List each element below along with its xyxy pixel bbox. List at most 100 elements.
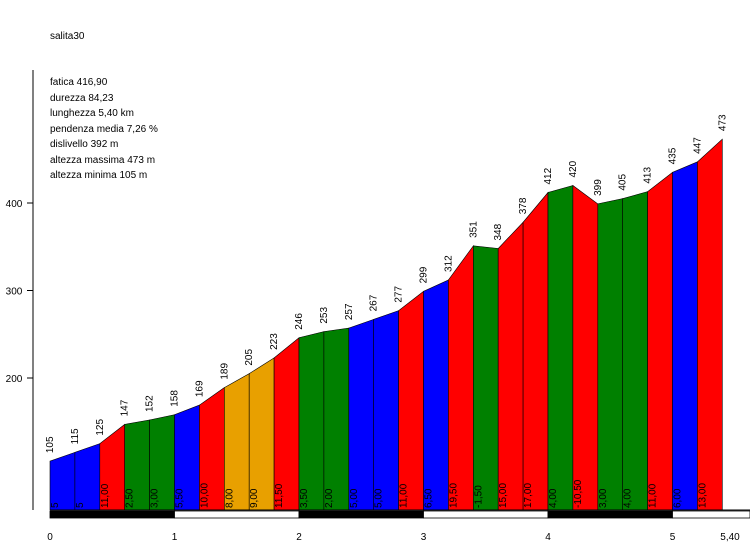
x-tick-label: 1 <box>172 532 178 543</box>
x-tick-label: 3 <box>421 532 427 543</box>
gradient-label: 13,00 <box>697 483 708 508</box>
profile-segment <box>522 191 549 511</box>
elevation-label: 412 <box>543 167 554 184</box>
elevation-label: 147 <box>120 399 131 416</box>
km-bar-block <box>174 510 300 519</box>
gradient-label: 11,00 <box>100 483 111 508</box>
gradient-label: 6,50 <box>424 488 435 508</box>
elevation-label: 152 <box>145 395 156 412</box>
km-bar-block <box>298 510 424 519</box>
km-bar-block <box>672 510 750 519</box>
gradient-label: 15,00 <box>498 483 509 508</box>
km-bar-block <box>547 510 673 519</box>
profile-segment <box>572 184 599 511</box>
stat-durezza: durezza 84,23 <box>50 92 114 104</box>
km-bar-block <box>49 510 175 519</box>
elevation-label: 257 <box>344 303 355 320</box>
profile-segment <box>547 185 574 511</box>
profile-segment <box>373 310 399 511</box>
profile-segment <box>398 290 424 511</box>
elevation-label: 125 <box>95 419 106 436</box>
gradient-label: 4,00 <box>623 488 634 508</box>
elevation-label: 277 <box>394 286 405 303</box>
elevation-label: 413 <box>643 167 654 184</box>
gradient-label: 3,00 <box>598 488 609 508</box>
profile-segment <box>647 171 673 511</box>
x-tick-label: 2 <box>296 532 302 543</box>
elevation-label: 158 <box>170 390 181 407</box>
elevation-label: 351 <box>468 221 479 238</box>
stat-altezza-massima: altezza massima 473 m <box>50 154 156 166</box>
profile-segment <box>323 327 350 511</box>
y-tick-label: 200 <box>6 374 23 385</box>
elevation-label: 253 <box>319 307 330 324</box>
profile-segment <box>423 279 449 511</box>
elevation-label: 420 <box>568 160 579 177</box>
profile-segment <box>49 451 76 511</box>
elevation-label: 299 <box>419 266 430 283</box>
profile-segment <box>448 244 474 511</box>
stat-dislivello: dislivello 392 m <box>50 139 119 150</box>
profile-segment <box>622 191 648 511</box>
elevation-label: 405 <box>618 174 629 191</box>
gradient-label: 5,50 <box>175 488 186 508</box>
profile-segment <box>74 443 101 511</box>
elevation-label: 223 <box>269 333 280 350</box>
elevation-label: 267 <box>369 294 380 311</box>
gradient-label: 11,50 <box>274 483 285 508</box>
gradient-label: 2,00 <box>324 488 335 508</box>
y-tick-label: 300 <box>6 287 23 298</box>
gradient-label: 5,00 <box>374 488 385 508</box>
gradient-label: -10,50 <box>573 479 584 508</box>
km-bar-block <box>423 510 549 519</box>
elevation-label: 473 <box>717 114 728 131</box>
gradient-label: 11,00 <box>399 483 410 508</box>
profile-segment <box>348 318 374 511</box>
stat-fatica: fatica 416,90 <box>50 77 108 88</box>
profile-segment <box>298 331 325 511</box>
gradient-label: 3,50 <box>299 488 310 508</box>
stat-pendenza: pendenza media 7,26 % <box>50 123 158 135</box>
x-tick-label: 5 <box>670 532 676 543</box>
profile-segment <box>597 198 623 511</box>
stat-altezza-minima: altezza minima 105 m <box>50 170 148 181</box>
elevation-label: 312 <box>443 255 454 272</box>
profile-segment <box>473 245 499 511</box>
gradient-label: 3,00 <box>150 488 161 508</box>
gradient-label: 19,50 <box>448 483 459 508</box>
y-tick-label: 400 <box>6 199 23 210</box>
elevation-label: 399 <box>593 179 604 196</box>
gradient-label: 9,00 <box>249 488 260 508</box>
profile-segment <box>248 357 275 511</box>
gradient-label: 8,00 <box>224 488 235 508</box>
gradient-label: 6,00 <box>673 488 684 508</box>
x-tick-label: 5,40 <box>720 532 740 543</box>
stat-lunghezza: lunghezza 5,40 km <box>50 108 134 119</box>
elevation-label: 169 <box>194 380 205 397</box>
elevation-label: 246 <box>294 313 305 330</box>
profile-segment <box>497 221 524 511</box>
profile-segment <box>697 138 723 511</box>
gradient-label: 4,00 <box>548 488 559 508</box>
x-tick-label: 0 <box>47 532 53 543</box>
stats-panel: fatica 416,90 durezza 84,23 lunghezza 5,… <box>50 75 158 184</box>
elevation-label: 447 <box>692 137 703 154</box>
elevation-label: 348 <box>493 223 504 240</box>
elevation-label: 435 <box>668 147 679 164</box>
gradient-label: 5 <box>75 502 86 508</box>
gradient-label: 5 <box>50 502 61 508</box>
gradient-label: 17,00 <box>523 483 534 508</box>
elevation-label: 205 <box>244 349 255 366</box>
gradient-label: 10,00 <box>199 483 210 508</box>
elevation-label: 189 <box>219 363 230 380</box>
x-tick-label: 4 <box>545 532 551 543</box>
elevation-label: 115 <box>70 428 81 444</box>
gradient-label: -1,50 <box>473 485 484 508</box>
gradient-label: 5,00 <box>349 488 360 508</box>
gradient-label: 11,00 <box>648 483 659 508</box>
elevation-label: 378 <box>518 197 529 214</box>
profile-segment <box>672 161 698 511</box>
elevation-label: 105 <box>45 436 56 453</box>
gradient-label: 2,50 <box>125 488 136 508</box>
